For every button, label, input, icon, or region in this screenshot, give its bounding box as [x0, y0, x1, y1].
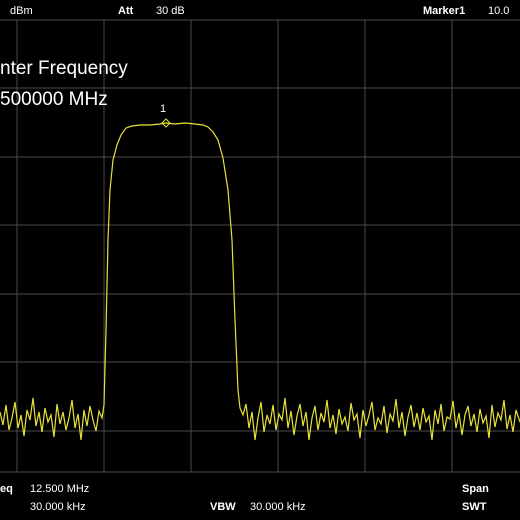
- rbw-value: 30.000 kHz: [30, 501, 86, 513]
- trace: [0, 122, 520, 441]
- ref-unit: dBm: [10, 5, 33, 17]
- marker-title: Marker1: [423, 5, 465, 17]
- att-value: 30 dB: [156, 5, 185, 17]
- overlay-line1: nter Frequency: [0, 58, 128, 79]
- marker-value: 10.0: [488, 5, 509, 17]
- marker-label: 1: [160, 103, 166, 115]
- span-label: Span: [462, 483, 489, 495]
- vbw-label: VBW: [210, 501, 236, 513]
- overlay-line2: 500000 MHz: [0, 89, 108, 110]
- marker-diamond: [161, 118, 171, 128]
- att-label: Att: [118, 5, 134, 17]
- freq-value: 12.500 MHz: [30, 483, 89, 495]
- vbw-value: 30.000 kHz: [250, 501, 306, 513]
- freq-label: eq: [0, 483, 13, 495]
- swt-label: SWT: [462, 501, 487, 513]
